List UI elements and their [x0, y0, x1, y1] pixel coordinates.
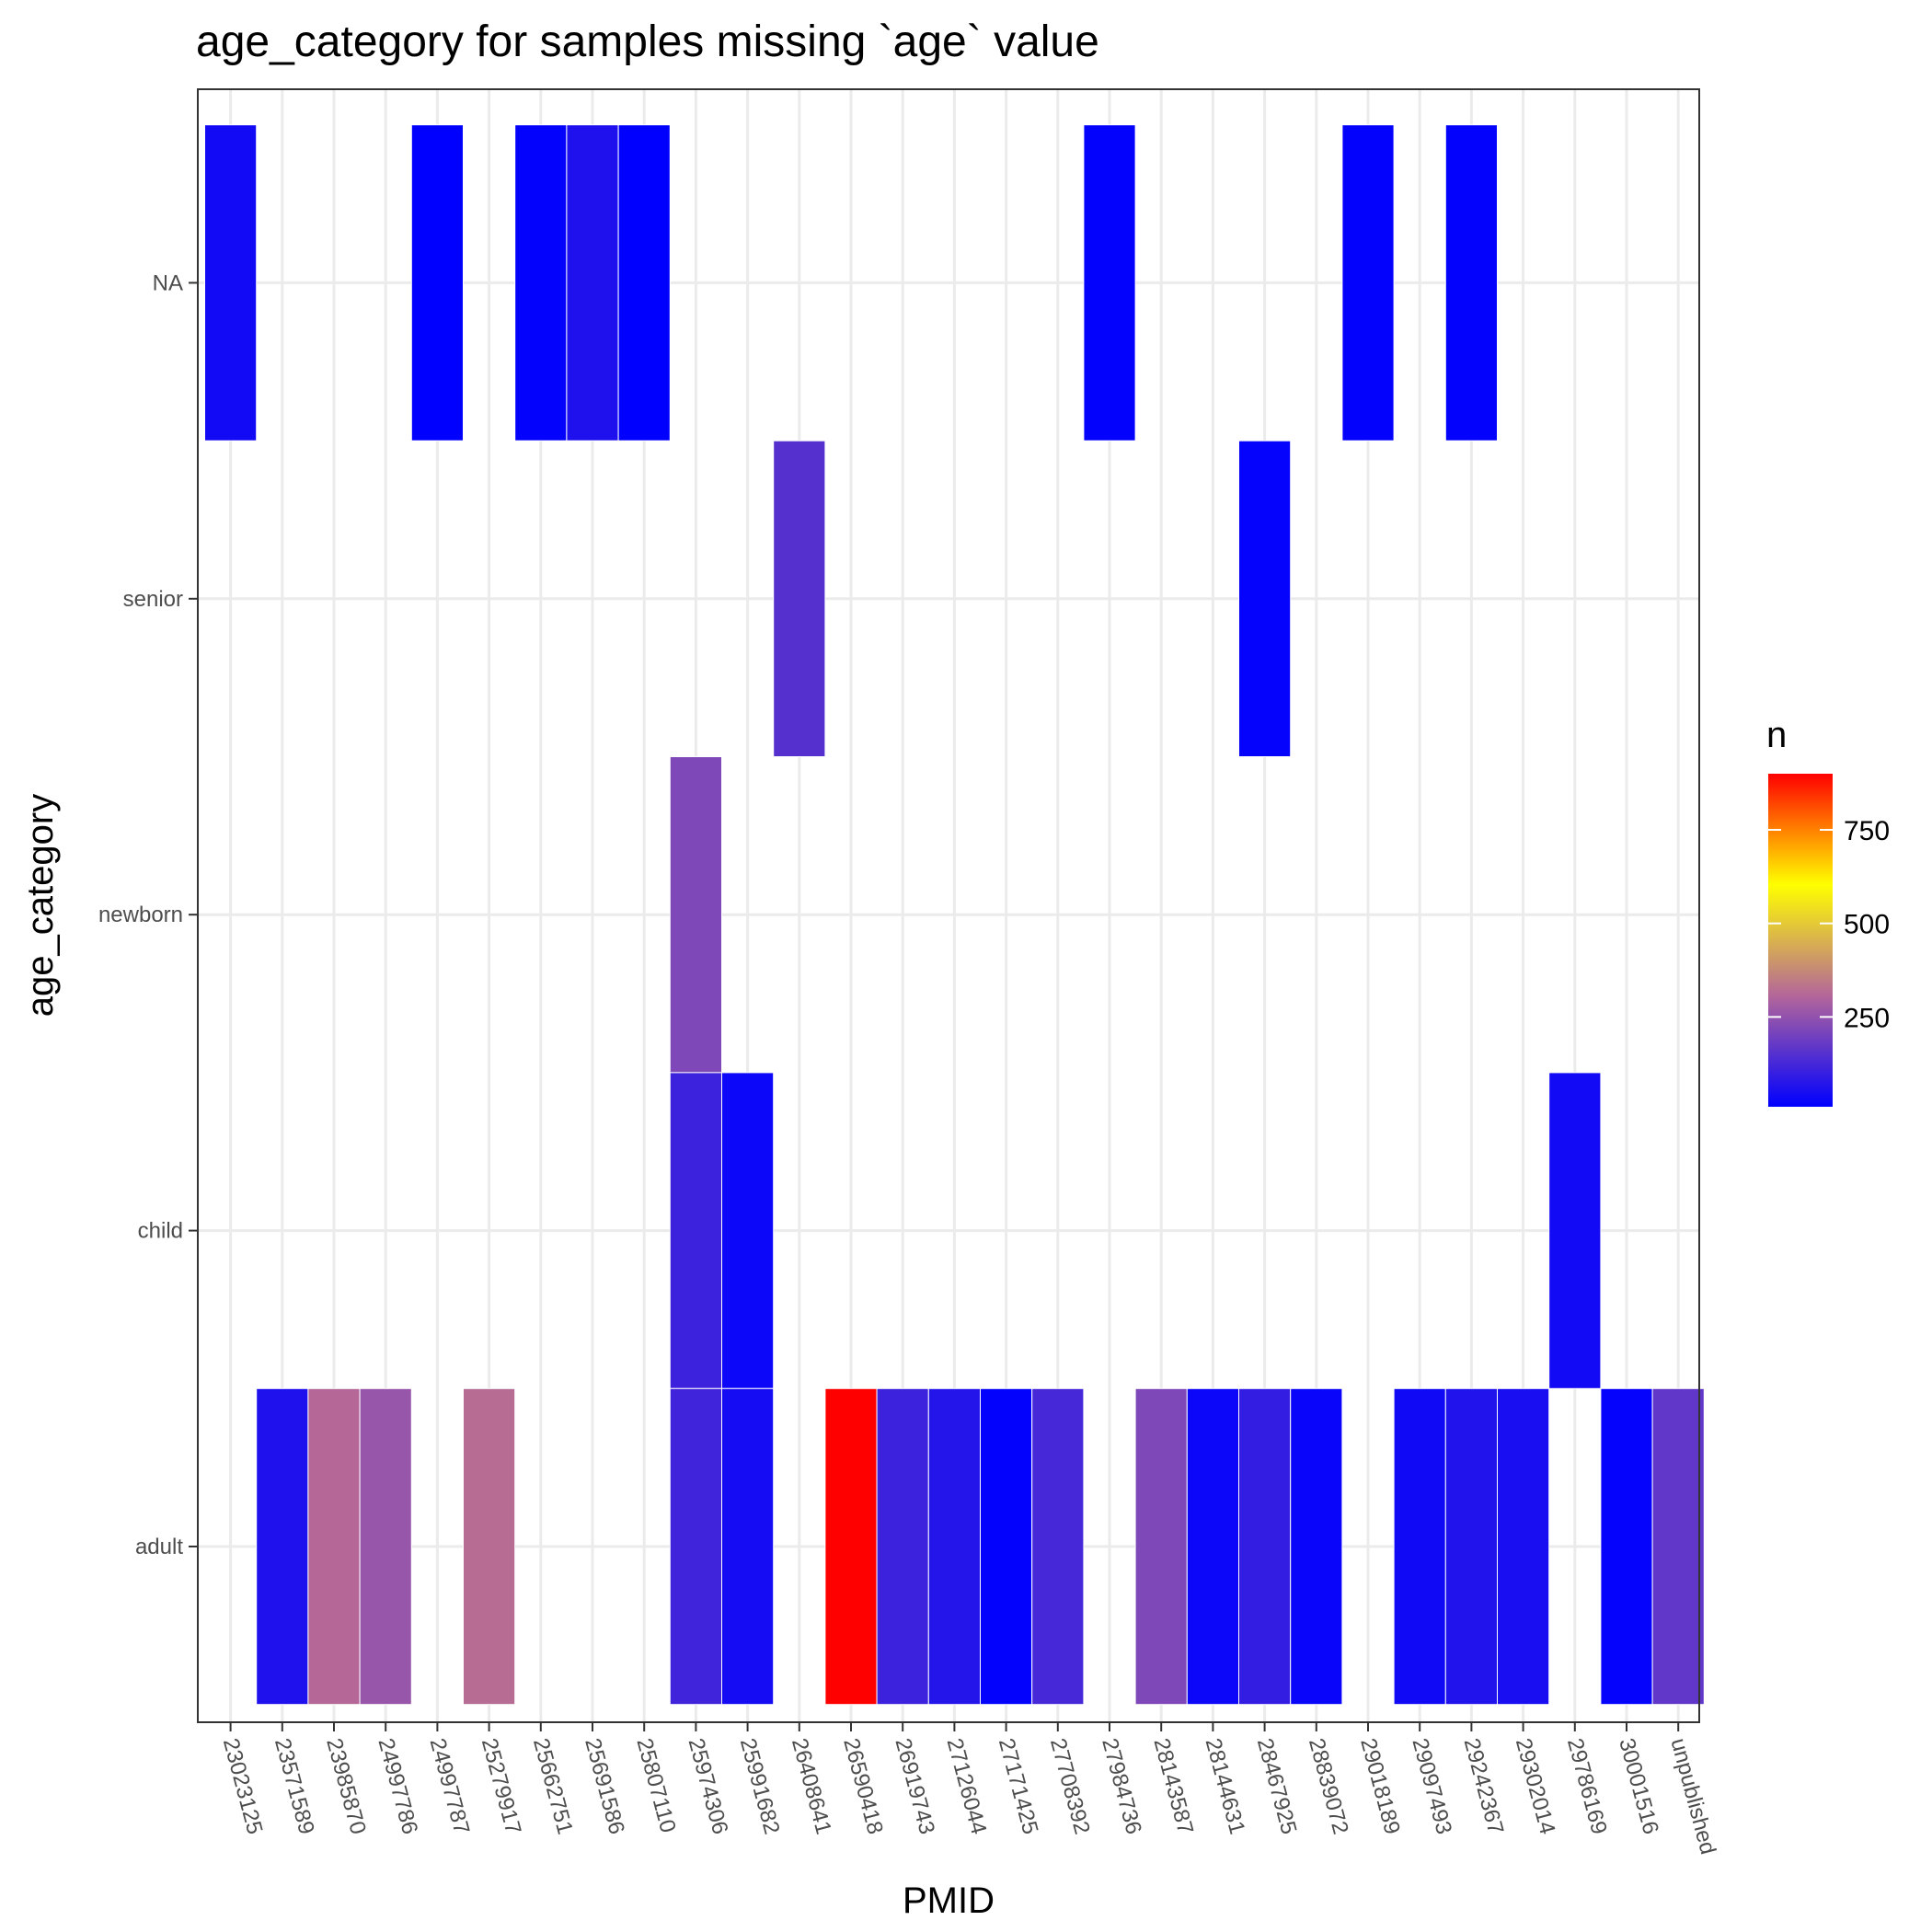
x-tick-label: 25662751 — [528, 1736, 578, 1837]
x-tick-label: 29302014 — [1511, 1736, 1560, 1837]
x-tick-label: 25807110 — [631, 1736, 680, 1835]
x-tick-label: 30001516 — [1614, 1736, 1663, 1837]
heatmap-cells — [204, 124, 1705, 1706]
heatmap-cell — [410, 124, 464, 442]
heatmap-cell — [1444, 1387, 1499, 1706]
y-tick-label: newborn — [98, 903, 183, 927]
heatmap-cell — [721, 1072, 775, 1389]
x-tick-label: 25991682 — [735, 1736, 785, 1837]
heatmap-cell — [669, 756, 722, 1074]
x-tick-label: 29242367 — [1459, 1736, 1509, 1837]
x-tick-label: 25691586 — [580, 1736, 629, 1837]
plot-panel-border — [197, 88, 1700, 1723]
x-tick-label: 23571589 — [270, 1736, 319, 1837]
x-tick-label: 29018189 — [1355, 1736, 1405, 1837]
heatmap-cell — [1083, 124, 1136, 442]
x-tick-label: 29786169 — [1562, 1736, 1612, 1837]
x-tick-label: 29097493 — [1407, 1736, 1456, 1837]
x-tick-label: 27126044 — [942, 1736, 992, 1837]
heatmap-cell — [566, 124, 619, 442]
heatmap-cell — [669, 1387, 722, 1706]
heatmap-cell — [359, 1387, 412, 1706]
x-tick-label: 28143587 — [1148, 1736, 1198, 1837]
y-tick-label: child — [138, 1219, 183, 1244]
heatmap-cell — [1031, 1387, 1085, 1706]
heatmap-cell — [1238, 440, 1292, 757]
x-tick-label: 26408641 — [787, 1736, 836, 1837]
heatmap-cell — [1497, 1387, 1550, 1706]
y-tick-label: senior — [123, 587, 183, 612]
heatmap-cell — [307, 1387, 361, 1706]
y-tick-label: adult — [135, 1535, 183, 1559]
y-axis: adult child newborn senior NA — [98, 270, 198, 1559]
heatmap-cell — [617, 124, 671, 442]
heatmap-cell — [1444, 124, 1499, 442]
x-tick-label: unpublished — [1665, 1736, 1720, 1857]
heatmap-cell — [721, 1387, 775, 1706]
x-tick-label: 24997786 — [373, 1736, 422, 1837]
x-tick-label: 28144631 — [1201, 1736, 1250, 1837]
color-legend: n 250 500 750 — [1766, 715, 1890, 1107]
x-tick-label: 25279917 — [477, 1736, 526, 1837]
heatmap-cell — [980, 1387, 1033, 1706]
heatmap-cell — [1238, 1387, 1292, 1706]
x-tick-label: 27984736 — [1097, 1736, 1146, 1837]
legend-title: n — [1766, 715, 1787, 755]
x-tick-label: 28839072 — [1304, 1736, 1353, 1837]
x-tick-label: 24997787 — [425, 1736, 475, 1837]
x-tick-label: 23985870 — [321, 1736, 371, 1837]
legend-tick-label: 250 — [1844, 1003, 1890, 1033]
heatmap-cell — [1393, 1387, 1446, 1706]
heatmap-cell — [1186, 1387, 1240, 1706]
heatmap-cell — [1290, 1387, 1343, 1706]
legend-tick-label: 750 — [1844, 816, 1890, 846]
heatmap-cell — [1134, 1387, 1188, 1706]
heatmap-cell — [876, 1387, 929, 1706]
heatmap-cell — [1600, 1387, 1653, 1706]
heatmap-cell — [1341, 124, 1395, 442]
x-tick-label: 26590418 — [838, 1736, 888, 1837]
heatmap-cell — [1548, 1072, 1602, 1389]
x-tick-label: 27171425 — [994, 1736, 1043, 1837]
chart-title: age_category for samples missing `age` v… — [196, 17, 1099, 66]
legend-tick-label: 500 — [1844, 910, 1890, 940]
heatmap-cell — [927, 1387, 981, 1706]
x-axis-title: PMID — [903, 1880, 995, 1921]
y-tick-label: NA — [153, 270, 183, 295]
heatmap-cell — [256, 1387, 309, 1706]
heatmap-cell — [669, 1072, 722, 1389]
heatmap-cell — [463, 1387, 516, 1706]
x-tick-label: 28467925 — [1252, 1736, 1302, 1837]
x-axis: 23023125 23571589 23985870 24997786 24997787… — [218, 1722, 1720, 1857]
heatmap-cell — [773, 440, 826, 757]
heatmap-cell — [824, 1387, 878, 1706]
heatmap-cell — [1651, 1387, 1705, 1706]
y-axis-title: age_category — [20, 794, 61, 1017]
x-tick-label: 23023125 — [218, 1736, 268, 1837]
x-tick-label: 25974306 — [684, 1736, 733, 1837]
x-tick-label: 27708392 — [1045, 1736, 1095, 1837]
x-tick-label: 26919743 — [890, 1736, 939, 1837]
heatmap-cell — [204, 124, 258, 442]
heatmap-cell — [514, 124, 568, 442]
legend-colorbar — [1768, 774, 1833, 1107]
